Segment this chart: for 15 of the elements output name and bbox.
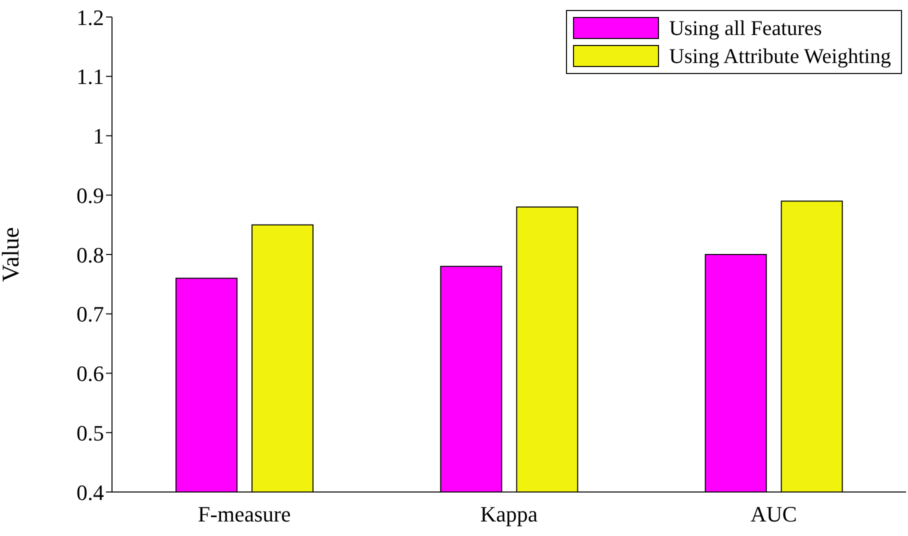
legend-label: Using all Features	[669, 15, 822, 42]
y-tick-label: 0.8	[76, 242, 104, 268]
x-tick-label: F-measure	[198, 502, 291, 527]
y-tick-label: 0.7	[76, 302, 104, 327]
y-tick-label: 0.9	[76, 182, 104, 208]
x-tick-label: Kappa	[480, 502, 538, 527]
y-tick-label: 0.5	[76, 420, 104, 446]
x-tick-label: AUC	[750, 502, 797, 527]
y-tick-label: 1	[93, 124, 104, 149]
y-tick-label: 1.2	[76, 4, 104, 30]
legend-label: Using Attribute Weighting	[669, 43, 891, 70]
y-tick-label: 0.6	[76, 361, 104, 386]
y-tick-label: 1.1	[76, 64, 104, 90]
y-tick-label: 0.4	[76, 480, 104, 505]
y-axis-title: Value	[0, 227, 25, 282]
